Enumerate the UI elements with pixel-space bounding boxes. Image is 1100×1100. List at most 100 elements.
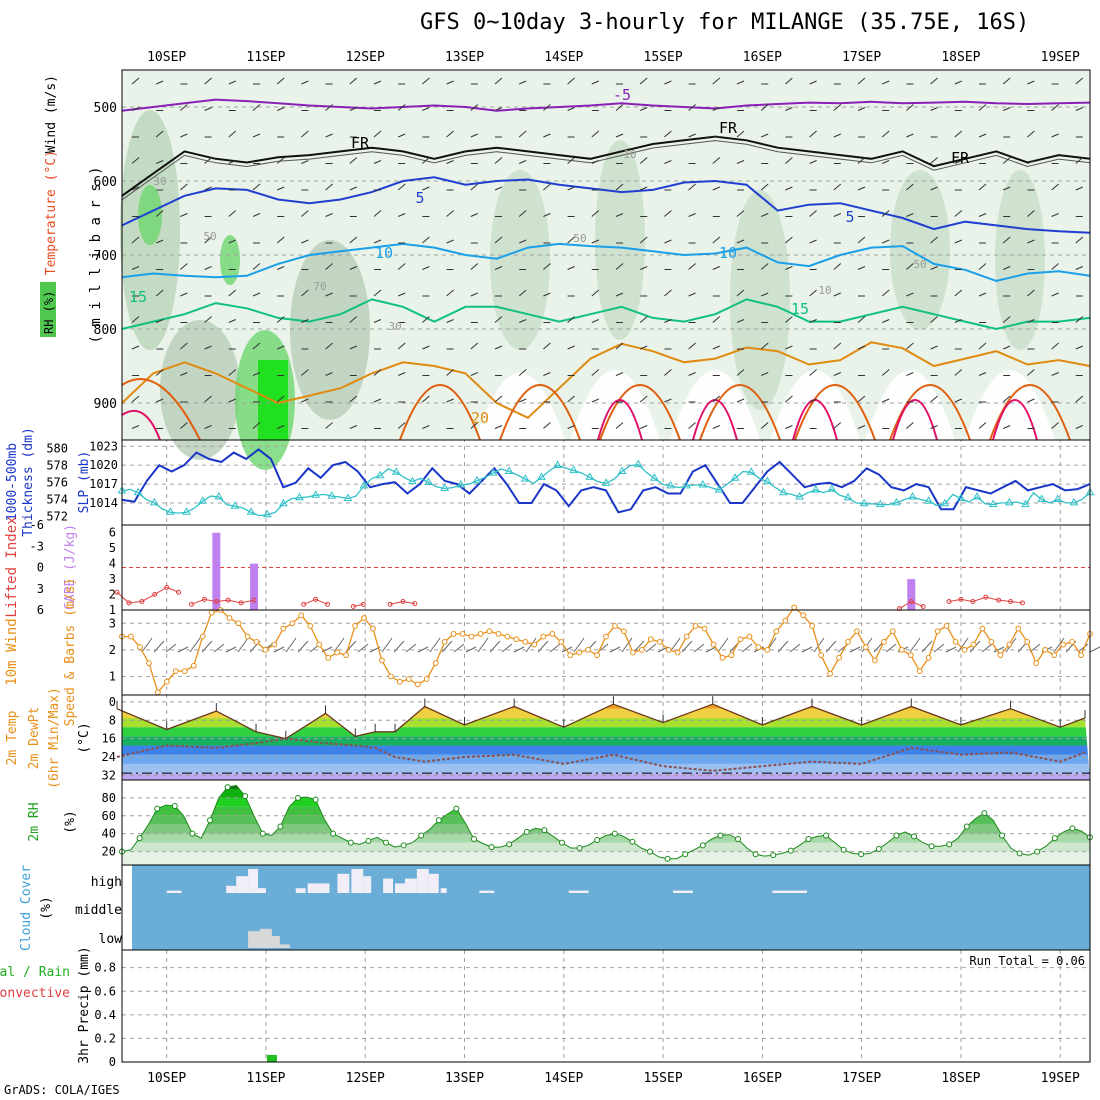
rh-point [312, 796, 319, 803]
wind-speed-point [665, 646, 672, 653]
sfc-barb [213, 643, 225, 653]
wind-speed-point [710, 641, 717, 648]
tick-mb-500: 500 [94, 101, 117, 116]
cloud-level-low: low [99, 932, 123, 947]
rh-point [576, 845, 583, 851]
barb [809, 319, 817, 323]
barb [639, 316, 648, 323]
barb [1002, 157, 1011, 164]
barb [349, 345, 357, 350]
barb [543, 183, 551, 191]
barb [567, 107, 575, 111]
barb [446, 289, 454, 297]
barb [785, 425, 793, 429]
thickness-point [133, 487, 143, 496]
barb [591, 319, 599, 323]
sfc-barb [489, 640, 501, 653]
contour-label-15: 50 [913, 258, 926, 271]
barb [156, 160, 164, 164]
label-cape: CAPE (J/kg) [63, 524, 78, 610]
barb [422, 316, 430, 323]
rh-point [224, 784, 231, 791]
temp-band-0 [122, 773, 1090, 780]
barb [1075, 266, 1083, 270]
cloud-high-block-7 [337, 873, 350, 893]
barb [1027, 398, 1035, 403]
wind-speed-point [137, 644, 143, 651]
sfc-barb [153, 640, 165, 653]
barb [470, 183, 479, 191]
rh-point [664, 855, 671, 862]
wind-speed-point [979, 625, 986, 632]
barb [978, 263, 987, 270]
wind-speed-series [119, 604, 1093, 696]
barb [543, 133, 551, 138]
cloud-low-block-0 [248, 931, 261, 948]
wind-speed-point [405, 676, 412, 682]
barb [760, 422, 769, 429]
rh-tick-20: 20 [102, 845, 116, 859]
rh-point [963, 823, 970, 830]
barb [857, 186, 866, 191]
li-tick--6: -6 [30, 518, 44, 532]
barb [422, 77, 430, 85]
barb [397, 342, 406, 350]
bottom-day-label-15SEP: 15SEP [644, 1071, 683, 1086]
rh-point [277, 823, 284, 830]
temp-band-1 [122, 763, 1090, 774]
barb [1002, 236, 1011, 244]
thickness-point [1021, 499, 1030, 508]
legend-convective: Convective [0, 986, 70, 1001]
barb [712, 236, 721, 244]
wind-speed-point [172, 668, 179, 674]
barb [664, 160, 672, 164]
wind-speed-point [477, 631, 484, 637]
thickness-point [908, 491, 917, 500]
thickness-point [1053, 494, 1063, 502]
barb [833, 183, 842, 191]
barb [712, 316, 721, 323]
barb [325, 372, 333, 376]
barb [518, 289, 527, 297]
barb [882, 398, 890, 403]
wind-speed-point [943, 623, 950, 629]
barb [978, 342, 987, 350]
cape-tick-4: 4 [109, 557, 116, 571]
y-axis-label-mb: ( m i l l i b a r s ) [88, 166, 104, 343]
barb [1051, 292, 1059, 297]
label-thickness: Thickness (dm) [21, 427, 36, 537]
barb [519, 160, 527, 164]
barb [276, 77, 285, 85]
arc-magenta-left [121, 409, 161, 441]
barb [1051, 372, 1059, 376]
barb [882, 319, 890, 323]
barb [591, 289, 600, 297]
barb [301, 369, 309, 376]
barb [446, 160, 454, 164]
wind-speed-point [325, 654, 332, 661]
cloud-low-block-1 [260, 928, 272, 948]
label-wind-speed: Speed & Barbs (m/s) [63, 578, 78, 727]
arc-magenta-3 [892, 399, 938, 441]
barb [785, 266, 793, 270]
thickness-point [924, 496, 934, 504]
barb [422, 345, 430, 350]
sfc-barb [921, 640, 933, 653]
thickness-point [859, 498, 869, 507]
contour-label-2: FR [719, 119, 738, 137]
wind-speed-point [656, 638, 663, 645]
precip-tick-0.4: 0.4 [94, 1008, 116, 1022]
barb [373, 398, 382, 403]
barb [470, 104, 479, 111]
top-day-label-10SEP: 10SEP [147, 50, 186, 65]
contour-label-17: 70 [313, 280, 326, 293]
barb [276, 236, 285, 244]
rh-shade-4 [490, 170, 550, 350]
barb [518, 130, 527, 138]
barb [131, 395, 140, 403]
contour-label-9: 15 [791, 300, 809, 318]
barb [954, 130, 963, 138]
sfc-barb [429, 637, 441, 653]
barb [446, 130, 454, 138]
li-point [176, 589, 182, 595]
